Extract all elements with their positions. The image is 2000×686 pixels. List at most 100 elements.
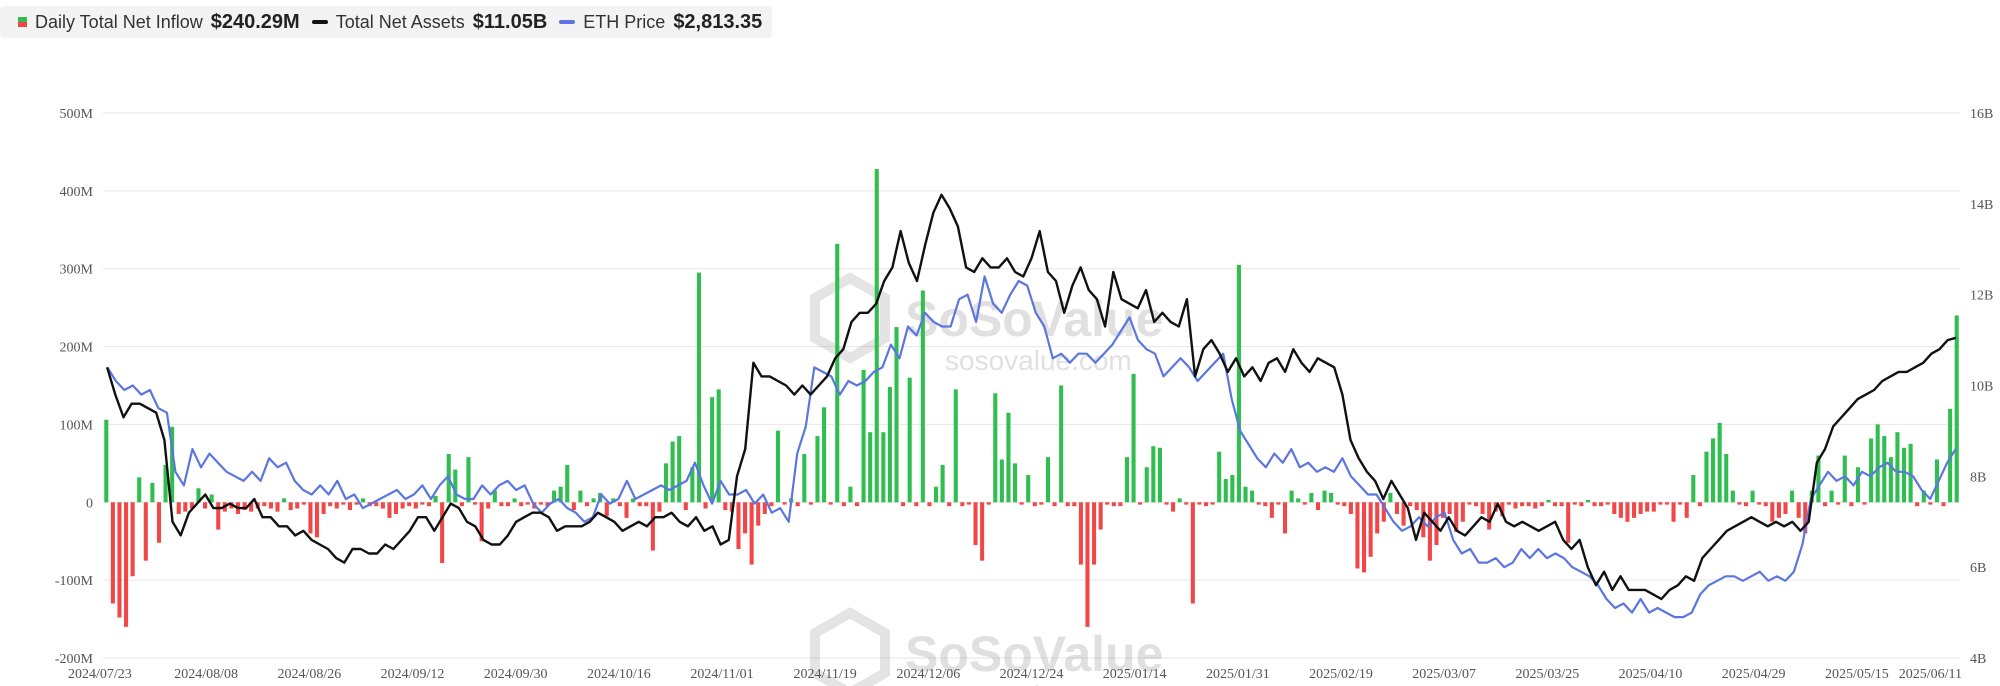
inflow-bar	[413, 502, 418, 509]
inflow-bar	[1888, 457, 1893, 503]
inflow-bar	[1263, 502, 1268, 507]
inflow-bar	[1546, 499, 1551, 503]
inflow-bar	[1697, 502, 1702, 507]
inflow-bar	[637, 502, 642, 507]
legend-eth-label: ETH Price	[583, 11, 666, 32]
right-tick-label: 8B	[1970, 470, 1986, 485]
inflow-bar	[1645, 502, 1650, 512]
inflow-bar	[808, 502, 813, 505]
inflow-bar	[1289, 490, 1294, 503]
inflow-bar	[1730, 490, 1735, 503]
inflow-bar	[1171, 502, 1176, 512]
inflow-bars	[104, 169, 1959, 627]
inflow-bar	[334, 502, 339, 509]
inflow-bar	[499, 502, 504, 507]
x-tick-label: 2024/09/12	[381, 667, 445, 682]
line-legend-icon	[311, 20, 328, 24]
inflow-bar	[1276, 502, 1281, 505]
inflow-bar	[677, 436, 682, 503]
inflow-bar	[1612, 502, 1617, 514]
inflow-bar	[1631, 502, 1637, 518]
inflow-bar	[1717, 422, 1722, 503]
inflow-bar	[1790, 490, 1795, 503]
inflow-bar	[887, 387, 892, 503]
right-tick-label: 12B	[1970, 289, 1993, 304]
inflow-bar	[308, 502, 313, 534]
inflow-bar	[1092, 502, 1097, 565]
legend-item-eth[interactable]: ETH Price $2,813.35	[559, 11, 762, 34]
legend-item-inflow[interactable]: Daily Total Net Inflow $240.29M	[18, 11, 300, 34]
total-net-assets-line	[105, 193, 1957, 601]
x-tick-label: 2025/04/29	[1722, 667, 1786, 682]
inflow-bar	[1724, 454, 1729, 503]
inflow-bar	[1882, 436, 1887, 503]
right-tick-label: 16B	[1970, 107, 1993, 122]
inflow-bar	[802, 454, 807, 503]
inflow-bar	[1901, 447, 1907, 503]
left-tick-label: 500M	[60, 107, 94, 122]
sosovalue-logo-icon	[810, 607, 890, 686]
x-tick-label: 2025/03/25	[1515, 667, 1579, 682]
inflow-bar	[1059, 385, 1064, 503]
inflow-bar	[1210, 502, 1215, 505]
inflow-bar	[1875, 424, 1880, 503]
inflow-bar	[1552, 502, 1558, 507]
inflow-bar	[1915, 502, 1920, 507]
inflow-bar	[947, 502, 952, 507]
inflow-bar	[110, 502, 115, 604]
left-tick-label: -200M	[55, 652, 94, 667]
inflow-bar	[1842, 455, 1847, 503]
inflow-bar	[1822, 502, 1828, 507]
inflow-bar	[1664, 502, 1670, 505]
inflow-bar	[1164, 502, 1169, 505]
inflow-bar	[1855, 467, 1860, 503]
inflow-bar	[1658, 502, 1663, 505]
inflow-bar	[1362, 502, 1367, 573]
inflow-bar	[848, 486, 853, 503]
inflow-bar	[966, 502, 971, 505]
inflow-bar	[881, 432, 886, 503]
inflow-bar	[538, 502, 543, 505]
legend-eth-value: $2,813.35	[673, 10, 763, 33]
legend-inflow-value: $240.29M	[210, 10, 300, 33]
inflow-bar	[1533, 502, 1538, 509]
inflow-bar	[1085, 502, 1090, 627]
inflow-bar	[1480, 502, 1485, 514]
inflow-bar	[1177, 498, 1182, 503]
inflow-bar	[1908, 443, 1913, 503]
inflow-bar	[1217, 451, 1222, 503]
inflow-bar	[756, 502, 761, 526]
inflow-bar	[1342, 502, 1347, 507]
inflow-bar	[710, 397, 715, 503]
line-legend-icon	[559, 20, 576, 24]
inflow-bar	[736, 502, 741, 549]
inflow-bar	[749, 502, 754, 565]
chart-legend: Daily Total Net Inflow $240.29M Total Ne…	[0, 6, 773, 38]
inflow-bar	[1513, 502, 1518, 509]
left-tick-label: 200M	[60, 341, 94, 356]
inflow-bar	[1763, 502, 1768, 507]
inflow-bar	[795, 502, 800, 507]
inflow-bar	[361, 498, 366, 503]
inflow-bar	[242, 502, 247, 511]
inflow-bar	[512, 498, 517, 503]
legend-item-assets[interactable]: Total Net Assets $11.05B	[311, 11, 547, 34]
left-tick-label: 100M	[60, 418, 94, 433]
inflow-bar	[1105, 502, 1110, 505]
inflow-bar	[519, 502, 524, 507]
inflow-bar	[762, 502, 767, 514]
x-tick-label: 2024/11/19	[794, 667, 857, 682]
x-tick-label: 2024/12/06	[896, 667, 960, 682]
inflow-bar	[940, 464, 945, 503]
inflow-bar	[650, 502, 655, 551]
inflow-bar	[920, 290, 925, 503]
inflow-bar	[1223, 478, 1228, 503]
inflow-bar	[124, 502, 129, 627]
inflow-bar	[953, 389, 958, 503]
inflow-bar	[183, 502, 188, 512]
inflow-bar	[1381, 502, 1386, 522]
inflow-bar	[492, 490, 497, 503]
inflow-bar	[815, 436, 820, 503]
inflow-bar	[907, 377, 912, 503]
